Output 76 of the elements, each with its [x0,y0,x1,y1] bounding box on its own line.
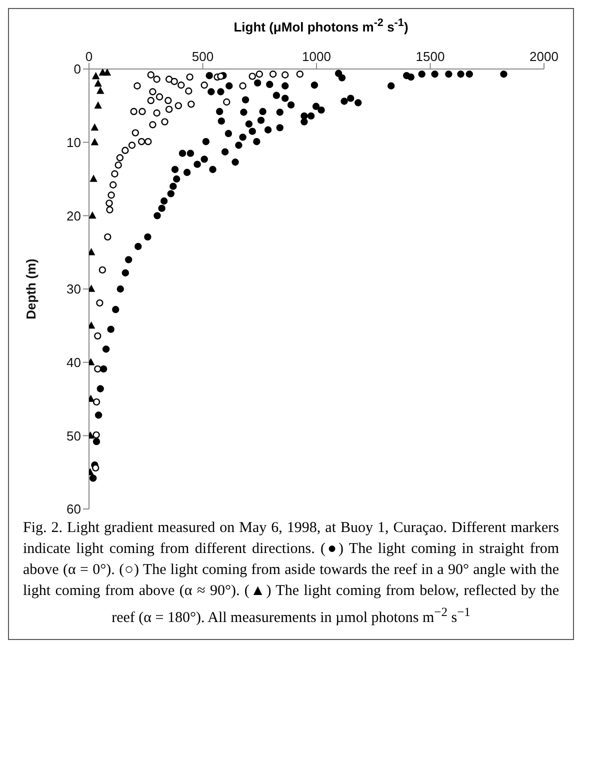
point [104,234,112,241]
point [92,398,100,406]
point [153,110,160,117]
point [110,182,117,189]
point [90,175,98,182]
point [128,142,136,150]
point [98,266,106,274]
point [89,248,95,256]
y-tick-label: 10 [66,135,81,150]
point [200,82,208,90]
point [170,78,178,86]
point [104,69,111,76]
point [94,366,102,373]
y-tick-label: 20 [66,208,81,224]
point [89,212,96,219]
point [91,138,98,146]
point [144,138,152,146]
point [161,118,168,126]
point [96,300,104,307]
point [138,138,146,146]
caption: Fig. 2. Light gradient measured on May 6, 1998, at Buoy 1, Curaçao. Different markers indicate light coming from different directions. (●) The light coming in straight from above (α = 0°). (○) The light coming from aside towards the reef in a 90° angle with the light coming from above (α ≈ 90°). (▲) The light coming from below, reflected by the reef (α = 180°). All measurements in µmol photons m$^{−2}$ s$^{−1}$ [23,520,559,626]
point [122,147,129,154]
point [248,73,256,80]
point [96,87,104,94]
point [130,108,138,116]
x-axis-title: Light (μMol photons m$^{-2}$ s$^{-1}$) [232,17,410,34]
point [256,70,263,78]
y-axis-title: Depth (m) [24,258,39,320]
y-tick-label: 60 [66,502,81,517]
point [138,108,146,116]
point [156,94,164,101]
point [106,206,114,214]
point [106,200,113,208]
x-tick-label: 1500 [416,49,445,64]
point [134,82,141,90]
point [223,98,230,106]
x-tick-label: 1000 [302,49,331,64]
point [111,170,118,178]
point [94,102,102,109]
point [165,106,173,114]
point [174,102,182,110]
point [92,464,100,472]
y-tick-label: 0 [74,62,81,77]
point [186,74,194,81]
point [217,73,224,80]
x-tick-label: 500 [192,49,214,64]
point [91,124,98,131]
point [269,70,277,78]
point [89,285,95,292]
point [108,192,115,200]
point [114,162,122,169]
y-tick-label: 40 [66,355,81,370]
point [178,82,185,90]
point [188,100,195,108]
point [153,76,160,84]
y-tick-label: 30 [66,282,81,297]
x-tick-label: 2000 [530,49,558,64]
point [149,121,156,129]
point [164,97,172,104]
point [185,88,192,95]
x-tick-label: 0 [85,49,93,64]
point [147,72,154,79]
point [132,130,140,137]
point [89,322,95,329]
point [296,70,304,78]
point [94,332,102,340]
point [149,88,156,96]
point [282,72,289,79]
point [116,154,124,162]
point [165,76,173,84]
point [92,72,100,80]
point [92,432,100,439]
point [239,82,246,90]
point [147,97,154,104]
point [94,80,102,87]
y-tick-label: 50 [66,428,81,444]
